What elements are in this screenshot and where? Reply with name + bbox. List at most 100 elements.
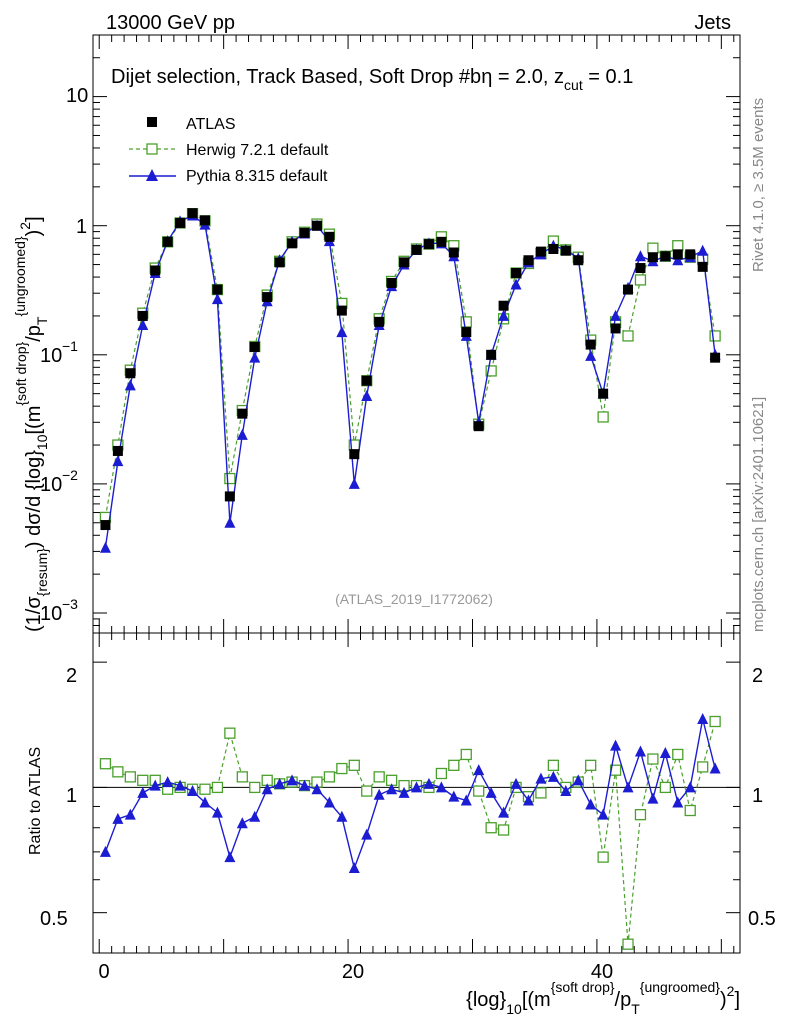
ratio-pythia-point [323,796,335,808]
ratio-pythia-point [634,745,646,757]
ratio-pythia-point [522,794,534,806]
legend-label-atlas: ATLAS [186,116,236,133]
main-series-layer [99,207,721,553]
main-atlas-point [423,239,434,250]
x-title-ungroomed: {ungroomed} [640,979,721,995]
ratio-pythia-point [174,779,186,791]
main-atlas-point [262,292,273,303]
main-atlas-point [486,349,497,360]
ratio-herwig-point [659,781,671,794]
ratio-herwig-point [547,759,560,771]
ratio-herwig-point [497,824,510,836]
ratio-ytick-label-1-right: 1 [752,785,763,807]
main-atlas-point [560,245,571,256]
ratio-pythia-point [99,845,111,857]
y-title-sq: 2 [17,222,33,230]
ratio-pythia-point [336,810,348,822]
main-ytick-label-10: 10 [66,85,88,107]
main-ytick-label-0.01-exp: −2 [62,467,78,483]
ratio-herwig-point [597,851,609,863]
main-herwig-point [224,472,236,485]
ratio-pythia-point [622,781,634,793]
ratio-pythia-point [261,783,273,795]
ratio-pythia-point [137,786,149,798]
ratio-pythia-point [659,746,671,758]
main-ytick-label-0.1-exp: −1 [62,338,78,354]
main-pythia-point [634,250,646,262]
main-atlas-point [137,310,148,321]
ratio-herwig-point [348,759,360,771]
legend-label-pythia: Pythia 8.315 default [186,168,328,185]
main-atlas-point [647,252,658,263]
x-axis-title: {log}10[(m{soft drop}/pT{ungroomed})2] [466,979,740,1017]
ratio-pythia-point [187,785,199,797]
ratio-ytick-label-1: 1 [66,785,77,807]
mcplots-label: mcplots.cern.ch [arXiv:2401.10621] [750,397,767,632]
xtick-label-20: 20 [342,961,364,983]
main-atlas-point [349,449,360,460]
y-title-ungroomed: {ungroomed} [12,236,28,317]
ratio-herwig-point [485,822,497,834]
ratio-pythia-point [224,851,236,863]
ratio-herwig-point [672,748,684,761]
ratio-pythia-point [386,783,398,795]
ratio-pythia-point [299,779,311,791]
ratio-pythia-point [485,786,497,798]
main-atlas-point [448,247,459,258]
main-ytick-label-0.001-base: 10 [40,603,62,625]
main-ytick-label-1: 1 [76,216,87,238]
ratio-herwig-point [435,767,448,780]
main-ytick-label-0.01: 10 −2 [40,467,78,496]
main-atlas-point [162,236,173,247]
ratio-pythia-point [697,713,709,725]
ratio-herwig-point [585,759,597,771]
y-title-T: T [34,316,50,325]
ratio-herwig-point [684,804,696,817]
main-pythia-point [336,326,348,338]
main-y-ticks [93,34,740,634]
main-pythia-point [236,428,248,440]
main-atlas-point [287,238,298,249]
main-atlas-point [386,277,397,288]
main-atlas-point [635,263,646,274]
x-title-close: ] [734,989,740,1011]
main-herwig-point [647,242,659,254]
y-title-close-paren: ) [23,230,45,237]
ratio-ytick-label-0.5-right: 0.5 [748,908,776,930]
x-title-sq: 2 [727,983,735,999]
main-ytick-label-0.1-base: 10 [40,345,62,367]
ratio-herwig-point [361,785,373,797]
main-pythia-point [99,541,111,553]
ratio-pythia-point [373,788,385,800]
legend-label-herwig: Herwig 7.2.1 default [186,142,329,159]
main-herwig-point [634,274,647,286]
main-atlas-point [585,339,596,350]
ratio-herwig-point [634,809,647,821]
main-atlas-point [311,220,322,231]
ratio-pythia-point [274,777,286,789]
ratio-pythia-point [286,774,298,786]
legend-marker-atlas [147,117,157,127]
ratio-pythia-point [560,785,572,797]
ratio-herwig-point [460,748,472,761]
main-pythia-point [211,293,223,305]
y-title-close: ] [23,216,45,222]
main-pythia-point [224,516,236,528]
ratio-herwig-point [211,781,224,794]
header-process: Jets [694,12,731,34]
legend-title-eta: η = 2.0, z [481,66,564,88]
main-ytick-label-0.001-exp: −3 [62,596,78,612]
ratio-herwig-point [224,727,236,739]
main-atlas-point [237,408,248,419]
main-ytick-label-0.01-base: 10 [40,474,62,496]
y-title-resum: {resum} [34,548,50,597]
main-atlas-point [697,261,708,272]
ratio-herwig-point [373,771,385,783]
main-atlas-point [361,375,372,386]
ratio-herwig-point [448,759,460,771]
rivet-version-label: Rivet 4.1.0, ≥ 3.5M events [750,98,767,272]
y-title-softdrop: {soft drop} [13,341,29,405]
main-atlas-point [672,249,683,260]
main-atlas-point [224,491,235,502]
ratio-pythia-point [572,774,584,786]
